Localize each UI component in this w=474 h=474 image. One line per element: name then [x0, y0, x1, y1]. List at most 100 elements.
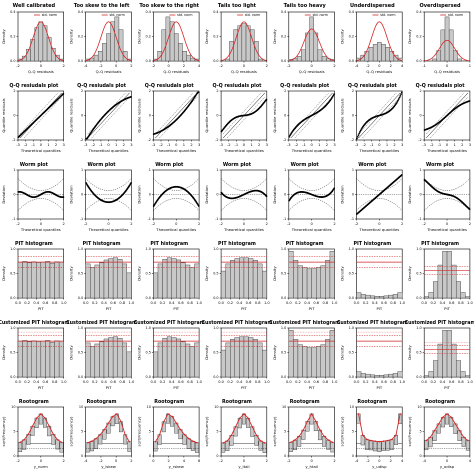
x-tick-label: 0.2 [363, 301, 369, 305]
x-axis-label: Theoretical quantiles [223, 148, 264, 153]
y-tick-label: 0 [149, 193, 151, 197]
pit-bar [316, 267, 321, 299]
panel-qq-1: Q-Q resiudals plot-3 -2 -1 0 1 2 3-202Theoreti… [1, 83, 65, 153]
y-tick-label: 0 [284, 193, 286, 197]
pit-bar [99, 262, 105, 299]
rootogram-expected-point [48, 425, 50, 427]
pit-bar [22, 340, 28, 378]
rootogram-bar [190, 440, 195, 451]
rootogram-expected-point [251, 425, 254, 428]
x-axis-label: Q-Q residuals [299, 69, 325, 74]
rootogram-expected-point [315, 420, 317, 423]
plot-title: PIT histogram [421, 241, 459, 247]
qq-point [130, 95, 132, 98]
rootogram-expected-point [56, 438, 59, 441]
panel-hist-4: std. norm -2 0 2 0.0 0.2 0.4 Q-Q residuals Densi… [204, 10, 268, 74]
rootogram-expected-point [386, 439, 389, 442]
x-tick-label: 1.0 [196, 380, 202, 384]
pit-bar [31, 261, 37, 299]
x-tick-label: 0.4 [372, 301, 378, 305]
rootogram-bar [330, 442, 335, 453]
qq-point [468, 100, 471, 102]
y-tick-label: -2 [351, 138, 354, 142]
x-tick-label: 2 [333, 222, 335, 226]
x-tick-label: 1.0 [264, 380, 270, 384]
x-tick-label: 0.2 [295, 380, 301, 384]
panel-hist-7: std. norm -1 0 1 0.0 0.2 0.4 Q-Q residuals Densi… [407, 10, 471, 74]
x-tick-label: -1 [167, 143, 171, 147]
rootogram-expected-point [158, 433, 161, 436]
rootogram-expected-point [450, 416, 453, 419]
rootogram-expected-point [124, 433, 126, 436]
y-axis-label: sqrt(Frequency) [407, 416, 412, 447]
rootogram-bar [250, 426, 255, 437]
pit-bar [180, 341, 186, 378]
y-tick-label: 0.0 [78, 59, 83, 63]
rootogram-bar [364, 439, 369, 450]
legend-label: std. norm [380, 13, 395, 17]
y-axis-label: sqrt(Frequency) [136, 416, 141, 447]
y-tick-label: 0.2 [78, 35, 83, 39]
qq-point [398, 96, 401, 99]
x-axis-label: y_ltail [238, 464, 249, 469]
y-tick-label: 1.0 [145, 247, 150, 251]
rootogram-expected-point [437, 423, 440, 425]
pit-bar [293, 260, 299, 299]
x-tick-label: 0.0 [83, 301, 89, 305]
y-tick-label: 1.0 [281, 247, 286, 251]
plot-title: Worm plot [291, 162, 320, 168]
y-axis-label: Deviation [340, 185, 345, 204]
column-title: Too skew to the left [74, 3, 130, 9]
y-tick-label: 1 [13, 168, 15, 172]
pit-bar [356, 292, 362, 299]
y-axis-label: Density [340, 29, 345, 44]
qq-point [265, 98, 268, 101]
hist-bar [241, 23, 247, 62]
x-axis-label: PIT [38, 385, 44, 390]
x-tick-label: 1 [115, 143, 117, 147]
pit-bar [230, 260, 236, 299]
qq-ci-lower [23, 96, 62, 139]
pit-bar [90, 267, 96, 299]
qq-point [397, 99, 399, 102]
y-axis-label: sqrt(Frequency) [69, 416, 74, 447]
y-tick-label: 0.0 [416, 59, 421, 63]
plot-title: Customized PIT histogram [201, 320, 272, 326]
y-tick-label: 0 [149, 114, 151, 118]
plot-title: Customized PIT histogram [0, 320, 69, 326]
rootogram-expected-point [40, 413, 42, 415]
y-tick-label: 10 [79, 405, 83, 409]
pit-bar [49, 341, 55, 378]
pit-bar [157, 342, 163, 378]
rootogram-expected-point [378, 440, 381, 443]
x-axis-label: PIT [106, 306, 112, 311]
qq-point [359, 129, 362, 132]
x-axis-label: y_norm [34, 464, 48, 469]
x-tick-label: 2 [167, 459, 169, 463]
y-tick-label: 0.0 [416, 375, 421, 379]
pit-bar [117, 338, 123, 378]
pit-bar [171, 258, 177, 299]
x-tick-label: 0.6 [43, 301, 49, 305]
panel-worm-2: Worm plot -2 0 2 -1 0 1 Theoretical quantiles De… [69, 162, 133, 232]
x-tick-label: 0 [107, 143, 110, 147]
x-tick-label: 0.0 [15, 380, 21, 384]
y-tick-label: 0 [352, 114, 354, 118]
x-tick-label: 0 [311, 64, 314, 68]
y-axis-label: Density [204, 345, 209, 360]
rootogram-expected-point [230, 434, 233, 437]
qq-point [288, 135, 291, 138]
x-tick-label: -2 [287, 64, 291, 68]
x-tick-label: 3 [333, 143, 335, 147]
y-tick-label: -1 [283, 217, 286, 221]
y-tick-label: 1.0 [78, 247, 83, 251]
worm-point [333, 187, 336, 190]
plot-title: Rootogram [290, 399, 320, 405]
x-tick-label: -1 [302, 143, 306, 147]
rootogram-expected-point [107, 422, 110, 424]
x-tick-label: 1.0 [332, 380, 338, 384]
pit-bar [428, 371, 434, 378]
rootogram-bar [424, 440, 429, 451]
